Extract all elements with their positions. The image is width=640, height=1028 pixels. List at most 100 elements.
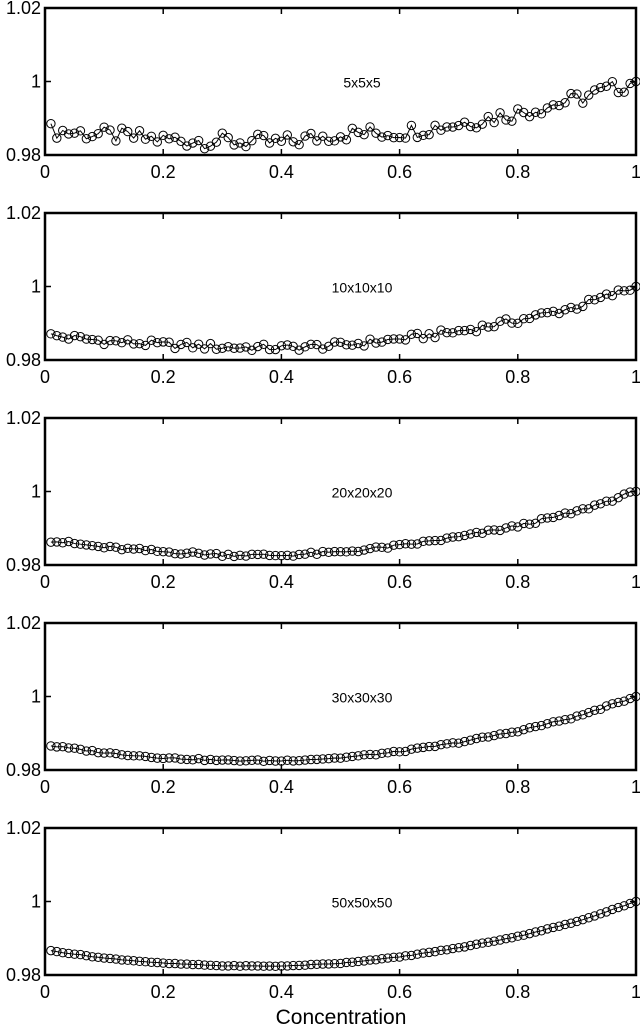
data-point bbox=[188, 755, 198, 765]
data-point bbox=[164, 958, 174, 969]
data-point bbox=[158, 753, 168, 764]
data-point bbox=[436, 535, 446, 546]
data-point bbox=[347, 340, 358, 350]
panel-10x10x10: 0 0.2 0.4 0.6 0.8 1 0.98 1 1.02 10x10x10 bbox=[6, 203, 640, 387]
data-point bbox=[63, 129, 74, 139]
data-point bbox=[454, 325, 464, 336]
x-tick-label: 0.4 bbox=[269, 572, 294, 592]
data-point bbox=[477, 938, 488, 948]
data-point bbox=[223, 755, 233, 765]
data-point bbox=[300, 549, 310, 559]
data-point bbox=[477, 732, 488, 742]
data-point bbox=[205, 549, 216, 559]
data-point bbox=[188, 959, 198, 970]
x-tick-label: 0.6 bbox=[387, 572, 412, 592]
data-point bbox=[578, 710, 588, 720]
data-point bbox=[123, 126, 133, 137]
data-point bbox=[448, 943, 458, 954]
x-tick-label: 0 bbox=[40, 162, 50, 182]
data-point bbox=[560, 98, 570, 108]
series-line bbox=[50, 491, 637, 557]
data-point bbox=[406, 120, 417, 131]
data-point bbox=[436, 125, 446, 135]
data-point bbox=[81, 334, 92, 344]
data-point bbox=[306, 754, 316, 765]
data-point bbox=[613, 902, 623, 913]
data-point bbox=[152, 957, 162, 968]
data-point bbox=[371, 542, 381, 552]
data-point bbox=[111, 336, 121, 346]
data-point bbox=[418, 742, 428, 753]
data-point bbox=[193, 135, 204, 146]
data-point bbox=[294, 345, 304, 355]
data-point bbox=[595, 82, 606, 93]
data-point bbox=[105, 125, 115, 135]
data-point bbox=[140, 957, 151, 967]
data-point bbox=[619, 489, 629, 499]
data-point bbox=[99, 953, 109, 963]
data-point bbox=[483, 111, 493, 122]
data-point bbox=[394, 334, 405, 344]
data-point bbox=[335, 958, 346, 969]
data-point bbox=[536, 109, 547, 119]
data-point bbox=[353, 956, 363, 967]
data-point bbox=[601, 81, 612, 91]
data-point bbox=[489, 525, 499, 535]
panel-label: 10x10x10 bbox=[332, 280, 393, 296]
data-point bbox=[111, 748, 121, 759]
data-point bbox=[282, 340, 293, 350]
data-point bbox=[241, 141, 251, 152]
data-point bbox=[548, 306, 558, 317]
data-point bbox=[276, 136, 287, 147]
data-point bbox=[383, 543, 393, 553]
data-point bbox=[448, 122, 458, 132]
data-point bbox=[495, 729, 505, 739]
data-point bbox=[572, 916, 582, 927]
data-point bbox=[223, 549, 233, 560]
panel-20x20x20: 0 0.2 0.4 0.6 0.8 1 0.98 1 1.02 20x20x20 bbox=[6, 408, 640, 592]
data-point bbox=[595, 909, 606, 919]
data-point bbox=[578, 504, 588, 514]
y-tick-label: 1.02 bbox=[6, 613, 41, 633]
data-point bbox=[388, 132, 399, 143]
data-point bbox=[276, 341, 287, 351]
data-point bbox=[365, 749, 375, 760]
data-point bbox=[188, 547, 198, 557]
data-point bbox=[270, 133, 281, 144]
data-point bbox=[347, 546, 358, 556]
x-tick-label: 0.6 bbox=[387, 777, 412, 797]
data-point bbox=[625, 78, 635, 89]
data-point bbox=[46, 945, 56, 956]
data-point bbox=[519, 518, 529, 529]
data-point bbox=[613, 285, 623, 295]
data-point bbox=[99, 122, 109, 132]
data-point bbox=[448, 532, 458, 542]
data-point bbox=[318, 546, 328, 557]
data-point bbox=[87, 540, 97, 551]
x-tick-label: 0.8 bbox=[505, 572, 530, 592]
data-point bbox=[111, 542, 121, 552]
data-point bbox=[58, 538, 68, 548]
data-point bbox=[383, 334, 393, 345]
panel-50x50x50: 0 0.2 0.4 0.6 0.8 1 0.98 1 1.02 50x50x50 bbox=[6, 818, 640, 1002]
data-point bbox=[353, 751, 363, 761]
data-point bbox=[595, 292, 606, 303]
data-point bbox=[495, 316, 505, 326]
data-point bbox=[52, 133, 62, 143]
data-point bbox=[81, 746, 92, 756]
data-point bbox=[312, 549, 322, 560]
x-tick-label: 0 bbox=[40, 367, 50, 387]
data-point bbox=[329, 546, 340, 557]
panel-label: 50x50x50 bbox=[332, 895, 393, 911]
data-point bbox=[69, 743, 80, 753]
data-point bbox=[530, 310, 541, 320]
data-point bbox=[81, 134, 92, 144]
data-point bbox=[507, 933, 517, 943]
data-point bbox=[335, 546, 346, 557]
data-point bbox=[335, 337, 346, 347]
data-point bbox=[436, 739, 446, 750]
data-point bbox=[542, 513, 553, 523]
data-point bbox=[542, 924, 553, 934]
data-point bbox=[448, 738, 458, 748]
